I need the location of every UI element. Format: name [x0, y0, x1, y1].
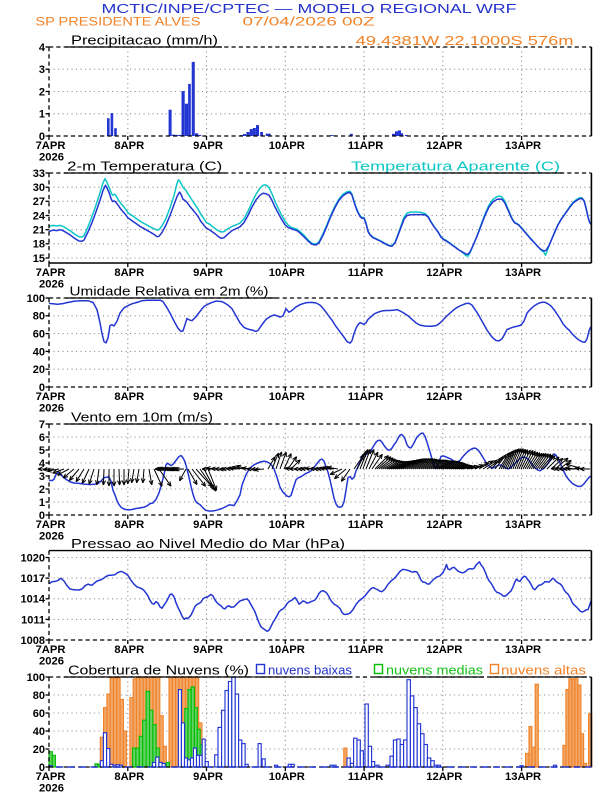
- svg-text:07/04/2026 00Z: 07/04/2026 00Z: [243, 15, 376, 29]
- svg-text:nuvens medias: nuvens medias: [386, 662, 483, 677]
- svg-text:8APR: 8APR: [114, 644, 144, 656]
- svg-text:2026: 2026: [39, 531, 64, 543]
- svg-text:2026: 2026: [39, 783, 64, 792]
- svg-text:2-m Temperatura (C): 2-m Temperatura (C): [67, 158, 222, 173]
- svg-text:7APR: 7APR: [36, 391, 66, 403]
- svg-text:0: 0: [39, 382, 45, 394]
- svg-text:7APR: 7APR: [36, 644, 66, 656]
- svg-text:1011: 1011: [21, 614, 45, 626]
- svg-text:Vento em 10m (m/s): Vento em 10m (m/s): [71, 409, 213, 424]
- svg-text:5: 5: [39, 445, 45, 457]
- svg-text:12APR: 12APR: [426, 644, 462, 656]
- svg-text:nuvens altas: nuvens altas: [501, 662, 586, 677]
- svg-text:Umidade Relativa em 2m (%): Umidade Relativa em 2m (%): [70, 283, 269, 298]
- svg-text:Cobertura de Nuvens (%): Cobertura de Nuvens (%): [68, 662, 249, 677]
- svg-text:11APR: 11APR: [348, 391, 383, 403]
- svg-text:10APR: 10APR: [269, 519, 305, 531]
- svg-text:18: 18: [33, 239, 45, 251]
- svg-text:1020: 1020: [21, 552, 45, 564]
- svg-text:1014: 1014: [21, 594, 46, 606]
- svg-text:21: 21: [33, 225, 45, 237]
- svg-text:13APR: 13APR: [505, 267, 541, 279]
- svg-text:2026: 2026: [39, 656, 64, 668]
- svg-text:27: 27: [33, 196, 45, 208]
- svg-text:60: 60: [33, 708, 45, 720]
- svg-text:1017: 1017: [21, 573, 45, 585]
- svg-text:13APR: 13APR: [505, 644, 541, 656]
- svg-text:80: 80: [33, 690, 45, 702]
- svg-text:10APR: 10APR: [269, 391, 305, 403]
- svg-text:nuvens baixas: nuvens baixas: [268, 662, 352, 677]
- svg-text:10APR: 10APR: [269, 644, 305, 656]
- svg-text:12APR: 12APR: [426, 140, 462, 152]
- svg-text:10APR: 10APR: [269, 140, 305, 152]
- svg-text:15: 15: [33, 253, 45, 265]
- svg-text:1: 1: [39, 497, 45, 509]
- svg-text:8APR: 8APR: [114, 140, 144, 152]
- svg-text:11APR: 11APR: [348, 519, 383, 531]
- svg-text:6: 6: [39, 432, 45, 444]
- svg-text:MCTIC/INPE/CPTEC — MODELO REGI: MCTIC/INPE/CPTEC — MODELO REGIONAL WRF: [102, 1, 517, 16]
- svg-text:11APR: 11APR: [348, 267, 383, 279]
- svg-text:100: 100: [27, 293, 45, 305]
- svg-text:13APR: 13APR: [505, 140, 541, 152]
- svg-text:10APR: 10APR: [269, 771, 305, 783]
- svg-text:0: 0: [39, 131, 45, 143]
- svg-text:11APR: 11APR: [348, 644, 383, 656]
- svg-text:80: 80: [33, 311, 45, 323]
- svg-text:60: 60: [33, 329, 45, 341]
- svg-text:33: 33: [33, 168, 45, 180]
- svg-text:3: 3: [39, 471, 45, 483]
- svg-text:11APR: 11APR: [348, 771, 383, 783]
- svg-text:2: 2: [39, 484, 45, 496]
- svg-text:2026: 2026: [39, 403, 64, 415]
- svg-text:3: 3: [39, 64, 45, 76]
- svg-text:13APR: 13APR: [505, 771, 541, 783]
- svg-text:9APR: 9APR: [193, 267, 223, 279]
- svg-text:Precipitacao (mm/h): Precipitacao (mm/h): [71, 32, 218, 47]
- svg-text:13APR: 13APR: [505, 391, 541, 403]
- svg-text:Pressao ao Nivel Medio do Mar: Pressao ao Nivel Medio do Mar (hPa): [71, 536, 345, 551]
- svg-text:2026: 2026: [39, 279, 64, 291]
- svg-text:24: 24: [33, 210, 46, 222]
- svg-text:4: 4: [39, 458, 46, 470]
- svg-text:12APR: 12APR: [426, 519, 462, 531]
- svg-text:2: 2: [39, 86, 45, 98]
- svg-text:20: 20: [33, 744, 45, 756]
- svg-text:13APR: 13APR: [505, 519, 541, 531]
- svg-text:SP PRESIDENTE ALVES: SP PRESIDENTE ALVES: [35, 15, 200, 29]
- svg-text:8APR: 8APR: [114, 267, 144, 279]
- svg-text:9APR: 9APR: [193, 644, 223, 656]
- svg-text:40: 40: [33, 726, 45, 738]
- svg-text:8APR: 8APR: [114, 771, 144, 783]
- svg-text:2026: 2026: [39, 152, 64, 164]
- svg-text:0: 0: [39, 762, 45, 774]
- svg-text:0: 0: [39, 510, 45, 522]
- svg-text:7APR: 7APR: [36, 519, 66, 531]
- svg-text:9APR: 9APR: [193, 771, 223, 783]
- svg-text:10APR: 10APR: [269, 267, 305, 279]
- svg-text:12APR: 12APR: [426, 771, 462, 783]
- svg-text:12APR: 12APR: [426, 267, 462, 279]
- svg-text:40: 40: [33, 346, 45, 358]
- svg-text:4: 4: [39, 42, 46, 54]
- svg-text:12APR: 12APR: [426, 391, 462, 403]
- svg-text:1: 1: [39, 109, 45, 121]
- svg-text:7APR: 7APR: [36, 771, 66, 783]
- svg-text:100: 100: [27, 672, 45, 684]
- svg-text:Temperatura Aparente (C): Temperatura Aparente (C): [351, 158, 560, 173]
- svg-text:7: 7: [39, 419, 45, 431]
- svg-text:30: 30: [33, 182, 45, 194]
- svg-text:11APR: 11APR: [348, 140, 383, 152]
- svg-text:7APR: 7APR: [36, 267, 66, 279]
- svg-text:1008: 1008: [21, 635, 45, 647]
- svg-text:20: 20: [33, 364, 45, 376]
- svg-text:9APR: 9APR: [193, 519, 223, 531]
- svg-text:8APR: 8APR: [114, 519, 144, 531]
- svg-text:8APR: 8APR: [114, 391, 144, 403]
- svg-text:49.4381W 22.1000S 576m: 49.4381W 22.1000S 576m: [356, 33, 574, 48]
- svg-text:9APR: 9APR: [193, 140, 223, 152]
- svg-text:9APR: 9APR: [193, 391, 223, 403]
- svg-text:7APR: 7APR: [36, 140, 66, 152]
